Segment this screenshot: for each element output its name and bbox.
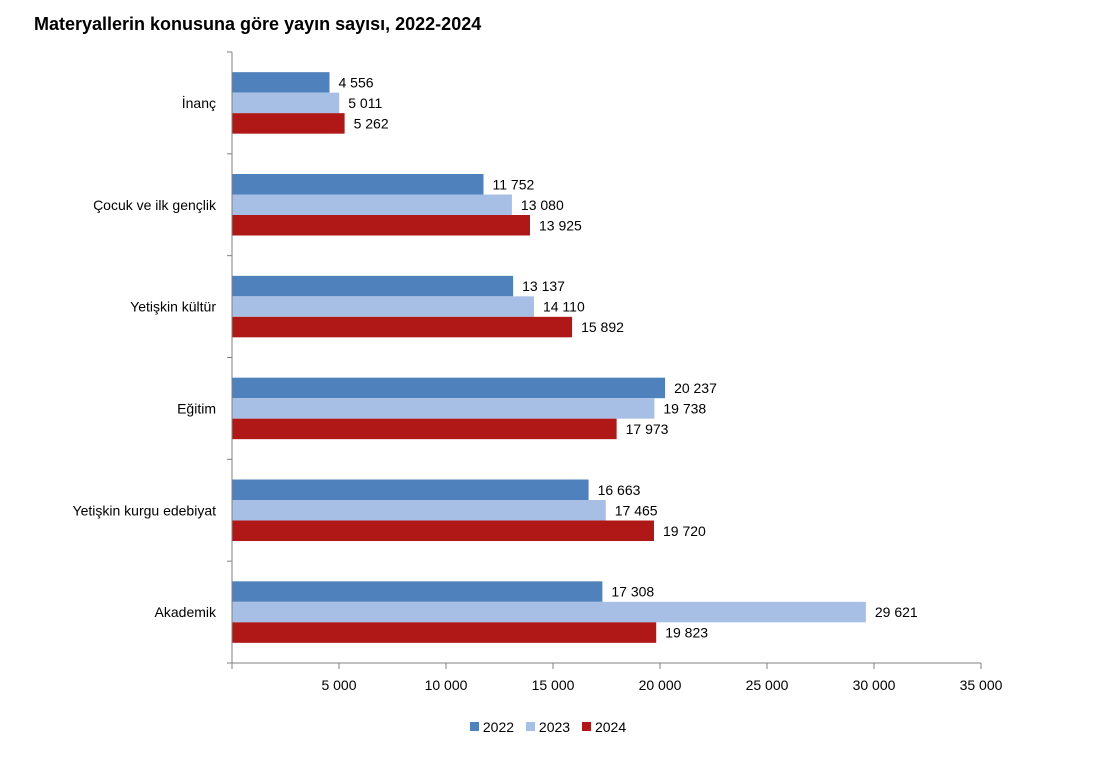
data-label-2022-cat-1: 11 752	[492, 176, 534, 192]
data-label-2024-cat-5: 19 823	[665, 625, 708, 641]
x-tick-label-1: 10 000	[425, 677, 468, 693]
legend-swatch-2022	[469, 722, 479, 731]
data-label-2023-cat-1: 13 080	[521, 197, 564, 213]
bar-2024-cat-1	[232, 215, 530, 236]
legend-swatch-2023	[525, 722, 535, 731]
legend-item-2023: 2023	[525, 718, 571, 735]
x-tick-label-4: 25 000	[746, 677, 789, 693]
bar-2022-cat-2	[232, 275, 514, 297]
legend-label-2023: 2023	[538, 718, 571, 735]
bar-2022-cat-3	[232, 377, 666, 399]
bar-2024-cat-4	[232, 520, 655, 541]
bars-group	[232, 72, 866, 643]
data-label-2024-cat-3: 17 973	[626, 421, 669, 437]
category-label-1: Çocuk ve ilk gençlik	[93, 197, 217, 213]
bar-2022-cat-4	[232, 479, 589, 500]
data-label-2022-cat-0: 4 556	[338, 74, 373, 90]
data-label-2024-cat-2: 15 892	[581, 319, 624, 335]
category-label-5: Akademik	[155, 604, 217, 620]
bar-2022-cat-0	[232, 72, 330, 93]
bar-2024-cat-5	[232, 622, 657, 643]
data-label-2023-cat-0: 5 011	[348, 95, 382, 111]
bar-2023-cat-1	[232, 194, 512, 215]
data-labels-group: 4 556 5 011 5 262 11 752 13 080 13 925 13 137 1…	[338, 74, 917, 640]
category-label-0: İnanç	[182, 94, 216, 111]
bar-2024-cat-3	[232, 418, 617, 440]
bar-2023-cat-3	[232, 398, 655, 419]
bar-2022-cat-1	[232, 174, 484, 195]
data-label-2024-cat-4: 19 720	[663, 523, 706, 539]
bar-2024-cat-0	[232, 113, 345, 134]
data-label-2022-cat-3: 20 237	[674, 380, 717, 396]
data-label-2023-cat-2: 14 110	[543, 299, 585, 315]
bar-2022-cat-5	[232, 581, 603, 602]
x-tick-label-6: 35 000	[960, 677, 1003, 693]
legend: 2022 2023 2024	[0, 718, 1096, 735]
category-label-2: Yetişkin kültür	[130, 299, 216, 315]
chart-title: Materyallerin konusuna göre yayın sayısı…	[34, 14, 482, 34]
data-label-2024-cat-0: 5 262	[354, 115, 389, 131]
bar-2024-cat-2	[232, 316, 573, 338]
x-tick-label-5: 30 000	[853, 677, 896, 693]
legend-item-2022: 2022	[469, 718, 515, 735]
bar-2023-cat-4	[232, 500, 606, 521]
data-label-2023-cat-3: 19 738	[663, 400, 706, 416]
axes-group: İnanç Çocuk ve ilk gençlik Yetişkin kültür…	[73, 51, 1003, 693]
data-label-2023-cat-5: 29 621	[875, 604, 918, 620]
data-label-2024-cat-1: 13 925	[539, 217, 582, 233]
legend-label-2022: 2022	[482, 718, 515, 735]
category-label-4: Yetişkin kurgu edebiyat	[73, 502, 217, 518]
x-tick-label-0: 5 000	[321, 677, 356, 693]
legend-item-2024: 2024	[581, 718, 627, 735]
data-label-2022-cat-4: 16 663	[598, 482, 641, 498]
bar-2023-cat-2	[232, 296, 534, 317]
legend-swatch-2024	[581, 722, 591, 731]
x-tick-label-2: 15 000	[532, 677, 575, 693]
category-label-3: Eğitim	[177, 400, 216, 416]
bar-2023-cat-5	[232, 601, 866, 623]
data-label-2022-cat-2: 13 137	[522, 278, 565, 294]
data-label-2022-cat-5: 17 308	[611, 584, 654, 600]
legend-label-2024: 2024	[594, 718, 627, 735]
x-tick-label-3: 20 000	[639, 677, 682, 693]
bar-2023-cat-0	[232, 92, 340, 114]
data-label-2023-cat-4: 17 465	[615, 502, 658, 518]
